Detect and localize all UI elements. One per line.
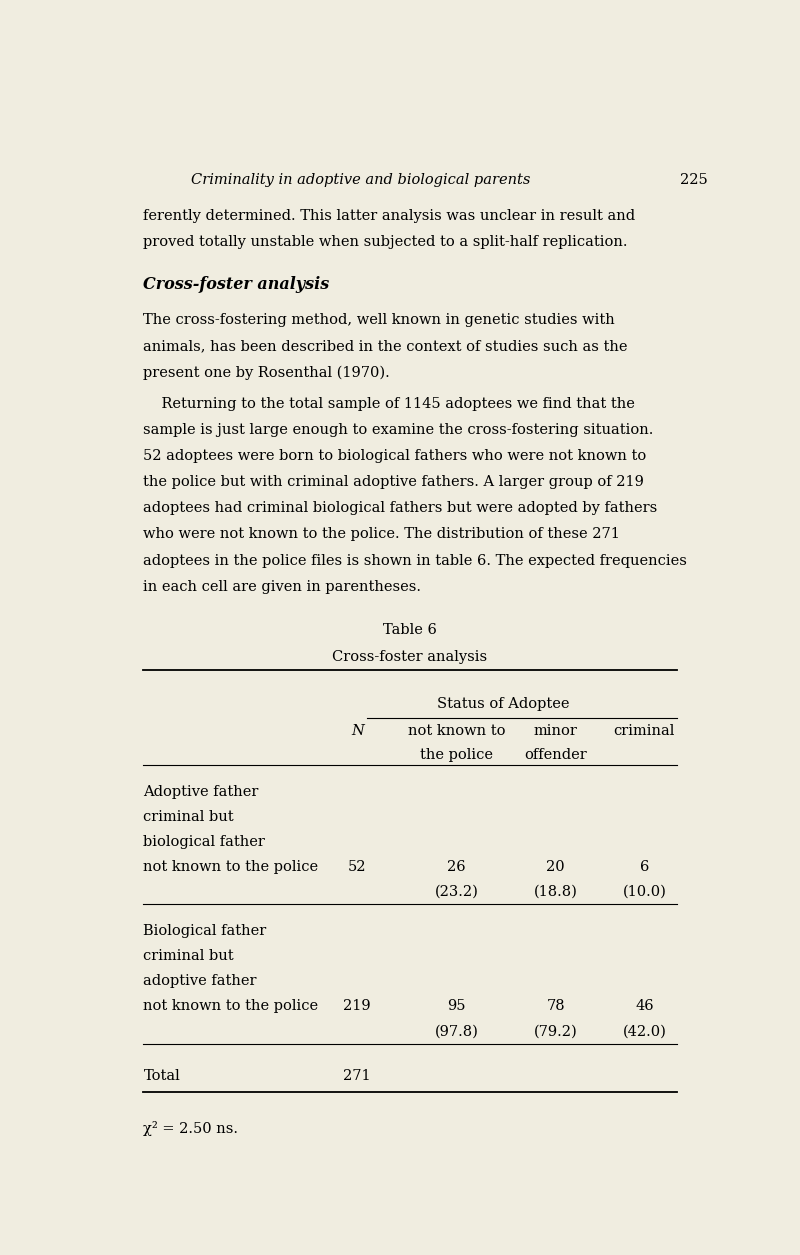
Text: ferently determined. This latter analysis was unclear in result and: ferently determined. This latter analysi… [143, 208, 635, 222]
Text: adoptees in the police files is shown in table 6. The expected frequencies: adoptees in the police files is shown in… [143, 553, 687, 567]
Text: the police: the police [420, 748, 493, 762]
Text: Cross-foster analysis: Cross-foster analysis [143, 276, 330, 294]
Text: 95: 95 [447, 999, 466, 1013]
Text: Adoptive father: Adoptive father [143, 784, 258, 798]
Text: not known to the police: not known to the police [143, 999, 318, 1013]
Text: (18.8): (18.8) [534, 885, 578, 899]
Text: Table 6: Table 6 [383, 624, 437, 638]
Text: 219: 219 [343, 999, 371, 1013]
Text: Criminality in adoptive and biological parents: Criminality in adoptive and biological p… [190, 173, 530, 187]
Text: not known to the police: not known to the police [143, 860, 318, 873]
Text: adoptees had criminal biological fathers but were adopted by fathers: adoptees had criminal biological fathers… [143, 502, 658, 516]
Text: 20: 20 [546, 860, 565, 873]
Text: the police but with criminal adoptive fathers. A larger group of 219: the police but with criminal adoptive fa… [143, 476, 644, 489]
Text: not known to: not known to [408, 724, 506, 738]
Text: Biological father: Biological father [143, 924, 266, 937]
Text: minor: minor [534, 724, 578, 738]
Text: in each cell are given in parentheses.: in each cell are given in parentheses. [143, 580, 422, 594]
Text: Status of Adoptee: Status of Adoptee [437, 697, 570, 710]
Text: Cross-foster analysis: Cross-foster analysis [333, 650, 487, 664]
Text: animals, has been described in the context of studies such as the: animals, has been described in the conte… [143, 339, 628, 353]
Text: Total: Total [143, 1069, 180, 1083]
Text: sample is just large enough to examine the cross-fostering situation.: sample is just large enough to examine t… [143, 423, 654, 437]
Text: criminal but: criminal but [143, 949, 234, 963]
Text: 225: 225 [680, 173, 707, 187]
Text: 26: 26 [447, 860, 466, 873]
Text: present one by Rosenthal (1970).: present one by Rosenthal (1970). [143, 365, 390, 379]
Text: criminal: criminal [614, 724, 675, 738]
Text: 52 adoptees were born to biological fathers who were not known to: 52 adoptees were born to biological fath… [143, 449, 646, 463]
Text: (79.2): (79.2) [534, 1024, 578, 1038]
Text: 6: 6 [640, 860, 649, 873]
Text: criminal but: criminal but [143, 809, 234, 823]
Text: 271: 271 [343, 1069, 371, 1083]
Text: (42.0): (42.0) [622, 1024, 666, 1038]
Text: 78: 78 [546, 999, 565, 1013]
Text: (10.0): (10.0) [622, 885, 666, 899]
Text: 52: 52 [348, 860, 366, 873]
Text: N: N [351, 724, 364, 738]
Text: Returning to the total sample of 1145 adoptees we find that the: Returning to the total sample of 1145 ad… [143, 397, 635, 412]
Text: who were not known to the police. The distribution of these 271: who were not known to the police. The di… [143, 527, 620, 541]
Text: The cross-fostering method, well known in genetic studies with: The cross-fostering method, well known i… [143, 312, 615, 328]
Text: proved totally unstable when subjected to a split-half replication.: proved totally unstable when subjected t… [143, 235, 628, 248]
Text: (23.2): (23.2) [434, 885, 478, 899]
Text: χ² = 2.50 ns.: χ² = 2.50 ns. [143, 1121, 238, 1136]
Text: offender: offender [524, 748, 587, 762]
Text: adoptive father: adoptive father [143, 974, 257, 988]
Text: 46: 46 [635, 999, 654, 1013]
Text: (97.8): (97.8) [434, 1024, 478, 1038]
Text: biological father: biological father [143, 835, 266, 848]
